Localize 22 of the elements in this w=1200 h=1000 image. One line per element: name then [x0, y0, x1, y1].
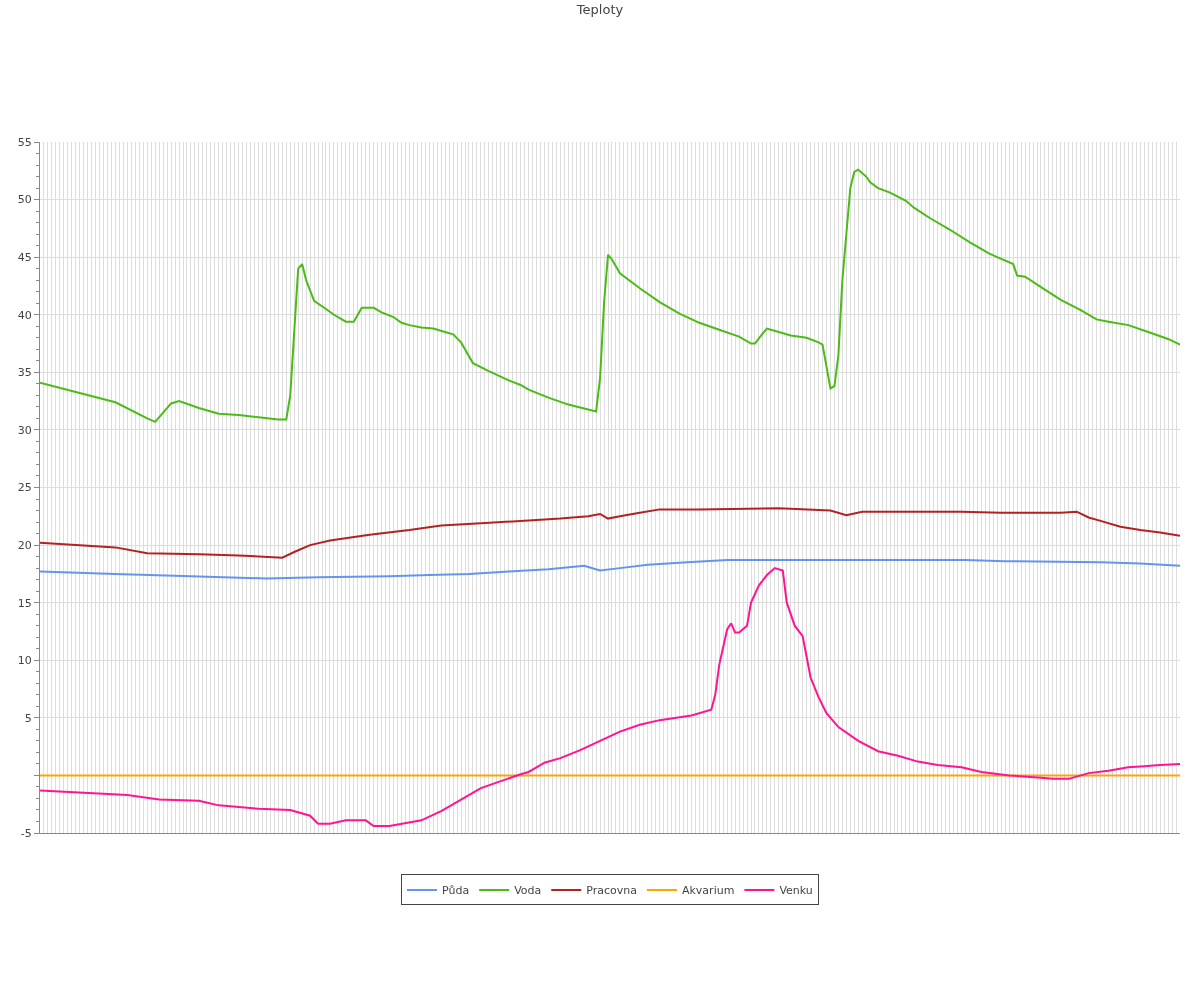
legend-label: Venku — [779, 884, 813, 898]
y-tick-label: 35 — [17, 366, 32, 380]
y-tick-label: 15 — [17, 596, 32, 610]
y-tick-label: 30 — [17, 423, 32, 437]
y-tick-label: 50 — [17, 193, 32, 207]
y-tick-label: 20 — [17, 538, 32, 552]
line-series — [40, 559, 1180, 580]
y-tick-label: 5 — [24, 711, 32, 725]
legend-label: Akvarium — [681, 884, 735, 898]
legend-label: Pracovna — [586, 884, 637, 898]
y-tick-label: 25 — [17, 481, 32, 495]
line-series — [40, 507, 1180, 559]
legend-label: Půda — [442, 884, 470, 898]
y-tick-label: -5 — [20, 826, 32, 840]
y-tick-label: 55 — [17, 135, 32, 149]
y-tick-label: 10 — [17, 654, 32, 668]
chart-title: Teploty — [575, 2, 624, 18]
y-tick-label: 45 — [17, 251, 32, 265]
line-series — [40, 567, 1180, 828]
legend-label: Voda — [514, 884, 542, 898]
y-tick-label: 40 — [17, 308, 32, 322]
line-series — [40, 168, 1180, 423]
